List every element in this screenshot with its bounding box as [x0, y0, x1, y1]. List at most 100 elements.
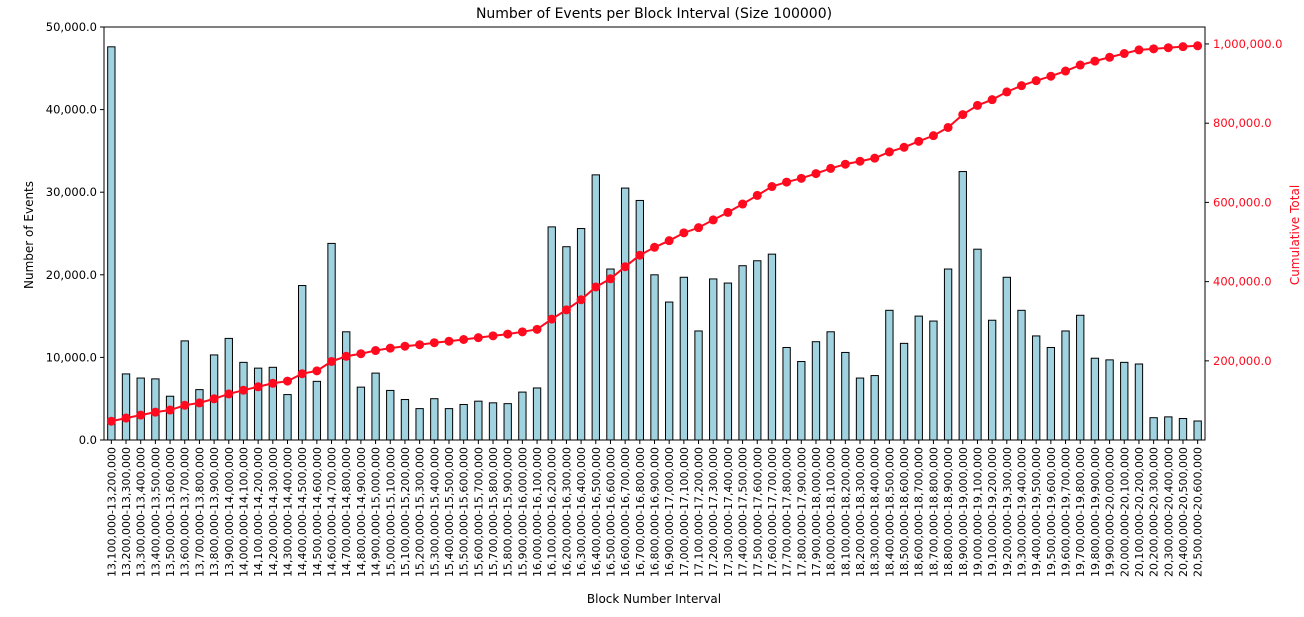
x-tick-label: 15,300,000-15,400,000 [428, 447, 441, 577]
x-tick-label: 16,500,000-16,600,000 [604, 447, 617, 577]
cumulative-point [503, 329, 513, 339]
cumulative-point [415, 340, 425, 350]
x-tick-label: 15,600,000-15,700,000 [472, 447, 485, 577]
cumulative-point [429, 338, 439, 348]
bar [914, 315, 923, 441]
x-tick-label: 19,700,000-19,800,000 [1074, 447, 1087, 577]
x-tick-label: 16,000,000-16,100,000 [531, 447, 544, 577]
cumulative-point [605, 274, 615, 284]
x-tick-label: 17,700,000-17,800,000 [781, 447, 794, 577]
x-tick-label: 19,100,000-19,200,000 [986, 447, 999, 577]
bar [253, 367, 263, 441]
bar [576, 228, 586, 441]
bar [855, 377, 865, 441]
cumulative-point [1031, 76, 1041, 86]
bar [474, 400, 483, 441]
bar [547, 226, 556, 441]
x-tick-label: 18,400,000-18,500,000 [883, 447, 896, 577]
cumulative-point [738, 199, 748, 209]
cumulative-point [914, 136, 924, 146]
cumulative-point [943, 122, 953, 132]
bar [650, 274, 659, 441]
cumulative-point [796, 173, 806, 183]
x-tick-label: 18,000,000-18,100,000 [825, 447, 838, 577]
bar [606, 268, 615, 441]
bar [239, 361, 248, 441]
x-tick-label: 20,200,000-20,300,000 [1148, 447, 1161, 577]
bar [400, 399, 410, 441]
bar [1120, 361, 1129, 441]
bar [1046, 346, 1056, 441]
y-tick-label: 50,000.0 [46, 20, 97, 34]
x-tick-label: 13,200,000-13,300,000 [120, 447, 133, 577]
x-tick-label: 17,900,000-18,000,000 [810, 447, 823, 577]
cumulative-point [312, 366, 322, 376]
x-tick-label: 20,500,000-20,600,000 [1192, 447, 1205, 577]
y-axis-right: 200,000.0 400,000.0 600,000.0 800,000.0 1,00… [1205, 37, 1283, 368]
cumulative-point [767, 182, 777, 192]
y2-tick-label: 1,000,000.0 [1213, 37, 1283, 51]
cumulative-point [106, 416, 116, 426]
cumulative-point [664, 236, 674, 246]
x-tick-label: 14,000,000-14,100,000 [237, 447, 250, 577]
x-tick-label: 19,800,000-19,900,000 [1089, 447, 1102, 577]
x-tick-label: 16,900,000-17,000,000 [663, 447, 676, 577]
x-tick-label: 19,500,000-19,600,000 [1045, 447, 1058, 577]
y-tick-label: 20,000.0 [46, 268, 97, 282]
x-tick-label: 15,800,000-15,900,000 [502, 447, 515, 577]
cumulative-point [1090, 56, 1100, 66]
x-tick-label: 18,800,000-18,900,000 [942, 447, 955, 577]
y-tick-label: 0.0 [79, 433, 97, 447]
bar [723, 282, 733, 441]
bar [1090, 357, 1100, 441]
bar [356, 386, 366, 441]
cumulative-point [371, 346, 381, 356]
cumulative-point [782, 177, 792, 187]
y2-axis-label: Cumulative Total [1288, 185, 1302, 285]
cumulative-point [723, 207, 733, 217]
bar [665, 301, 674, 441]
cumulative-point [136, 410, 146, 420]
bar [841, 351, 850, 441]
cumulative-point [444, 336, 454, 346]
cumulative-point [341, 351, 351, 361]
x-tick-label: 13,700,000-13,800,000 [193, 447, 206, 577]
cumulative-point [209, 394, 219, 404]
cumulative-point [1119, 49, 1129, 59]
cumulative-point [811, 169, 821, 179]
bar [518, 391, 527, 441]
y-axis-left: 0.0 10,000.0 20,000.0 30,000.0 40,000.0 50,00… [46, 20, 104, 447]
x-tick-label: 17,400,000-17,500,000 [737, 447, 750, 577]
cumulative-point [899, 142, 909, 152]
cumulative-point [855, 156, 865, 166]
cumulative-point [488, 331, 498, 341]
x-tick-label: 15,500,000-15,600,000 [458, 447, 471, 577]
bar [342, 331, 351, 441]
bar [1134, 363, 1144, 441]
bar [797, 361, 806, 441]
cumulative-point [1061, 66, 1071, 76]
bar [1193, 420, 1202, 441]
cumulative-point [517, 327, 527, 337]
bar [635, 199, 644, 441]
bar [709, 278, 718, 441]
y2-tick-label: 200,000.0 [1213, 354, 1272, 368]
x-tick-label: 19,300,000-19,400,000 [1016, 447, 1029, 577]
cumulative-point [238, 385, 248, 395]
x-tick-label: 14,600,000-14,700,000 [326, 447, 339, 577]
bar [1032, 335, 1041, 441]
bar [929, 320, 938, 441]
cumulative-point [972, 100, 982, 110]
bar [283, 394, 292, 441]
cumulative-point [650, 242, 659, 252]
x-tick-label: 16,200,000-16,300,000 [560, 447, 573, 577]
x-tick-label: 14,300,000-14,400,000 [282, 447, 295, 577]
bar [1164, 416, 1173, 441]
x-tick-label: 16,300,000-16,400,000 [575, 447, 588, 577]
x-tick-label: 17,500,000-17,600,000 [751, 447, 764, 577]
x-axis: 13,100,000-13,200,000 13,200,000-13,300,0… [105, 440, 1205, 577]
cumulative-point [1178, 42, 1188, 52]
cumulative-point [679, 228, 689, 238]
x-tick-label: 13,500,000-13,600,000 [164, 447, 177, 577]
cumulative-point [356, 349, 366, 359]
